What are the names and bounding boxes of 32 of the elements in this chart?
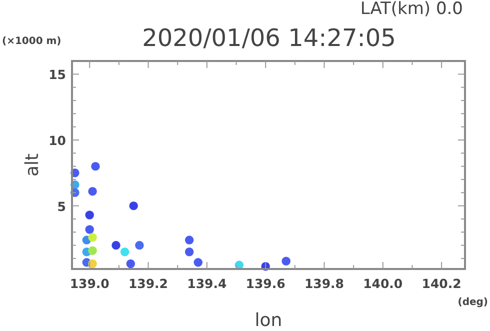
x-axis-title: lon: [254, 310, 282, 331]
x-tick-label: 139.0: [70, 276, 110, 291]
x-tick-label: 139.8: [304, 276, 344, 291]
x-tick-label: 139.6: [246, 276, 286, 291]
point: [112, 240, 120, 250]
x-tick-label: 139.2: [128, 276, 168, 291]
y-tick-label: 10: [48, 132, 66, 148]
text: (deg): [458, 297, 488, 308]
chart-subtitle: LAT(km) 0.0: [360, 0, 463, 19]
chart-title: 2020/01/06 14:27:05: [142, 24, 396, 52]
point: [88, 246, 97, 255]
point: [88, 259, 97, 268]
point: [129, 201, 138, 210]
point: [85, 210, 94, 220]
point: [135, 240, 144, 250]
y-axis-title: alt: [22, 153, 43, 177]
x-tick-label: 139.4: [187, 276, 227, 291]
point: [120, 248, 130, 256]
x-tick-label: 140.2: [422, 276, 462, 291]
point: [194, 258, 202, 267]
point: [126, 259, 136, 268]
point: [184, 236, 194, 244]
text: (×1000 m): [2, 36, 62, 47]
point: [91, 162, 100, 171]
point: [88, 233, 97, 242]
point: [88, 186, 97, 196]
point: [282, 256, 290, 266]
x-tick-label: 140.0: [363, 276, 403, 291]
point: [85, 225, 94, 234]
y-tick-label: 15: [48, 67, 66, 82]
point: [184, 248, 194, 256]
y-tick-label: 5: [57, 198, 66, 214]
